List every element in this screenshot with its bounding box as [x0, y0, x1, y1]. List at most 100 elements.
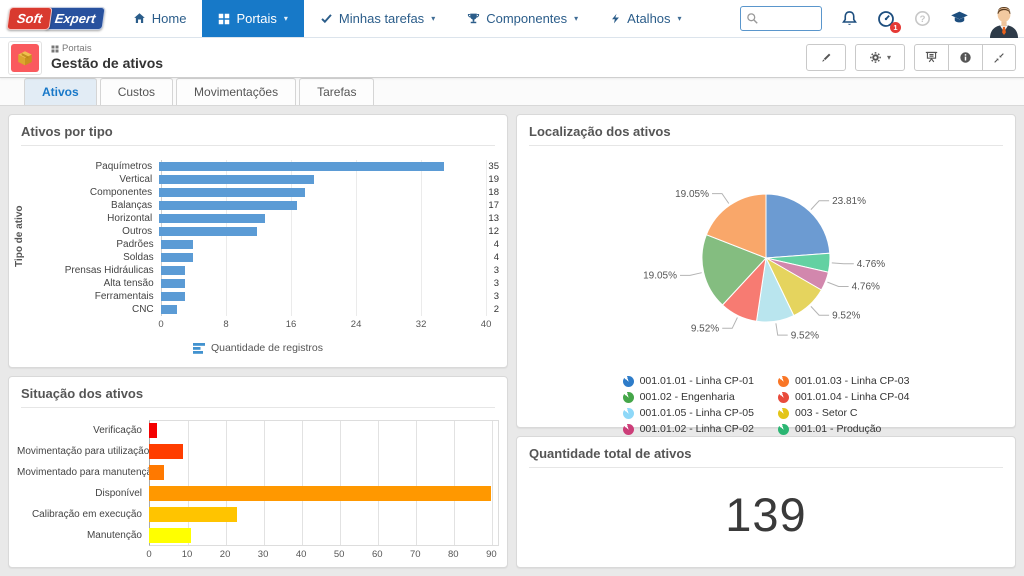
- help-button[interactable]: ?: [914, 10, 931, 27]
- nav-item-home[interactable]: Home: [117, 0, 203, 37]
- user-avatar[interactable]: [988, 2, 1020, 38]
- bar-balancas[interactable]: [159, 201, 297, 210]
- check-icon: [320, 12, 333, 25]
- bar-padroes[interactable]: [161, 240, 194, 249]
- bar-manutencao[interactable]: [149, 528, 191, 543]
- global-search[interactable]: [740, 6, 822, 31]
- notifications-button[interactable]: [841, 10, 858, 27]
- panel-title: Localização dos ativos: [517, 115, 1015, 145]
- legend-item-001-01-01-linha-cp-01[interactable]: 001.01.01 - Linha CP-01: [623, 375, 754, 387]
- pie-slice-001-01-01-linha-cp-01[interactable]: [766, 194, 830, 258]
- portal-icon-tile[interactable]: [8, 41, 42, 75]
- bar-value-label: 18: [488, 187, 499, 198]
- bar-prensas-hidraulicas[interactable]: [161, 266, 185, 275]
- pie-percent-label: 23.81%: [832, 196, 866, 207]
- nav-item-atalhos[interactable]: Atalhos▾: [594, 0, 697, 37]
- legend-item-001-01-producao[interactable]: 001.01 - Produção: [778, 423, 909, 435]
- pie-chart-icon: [778, 376, 789, 387]
- tab-custos[interactable]: Custos: [100, 78, 173, 105]
- legend-item-001-01-04-linha-cp-04[interactable]: 001.01.04 - Linha CP-04: [778, 391, 909, 403]
- legend-label: 001.02 - Engenharia: [640, 391, 735, 403]
- edit-portal-button[interactable]: [806, 44, 846, 71]
- bar-row: Verificação: [17, 420, 499, 441]
- bar-ferramentais[interactable]: [161, 292, 185, 301]
- nav-item-minhas-tarefas[interactable]: Minhas tarefas▾: [304, 0, 451, 37]
- tab-movimentacoes[interactable]: Movimentações: [176, 78, 296, 105]
- app-window: Soft Expert HomePortais▾Minhas tarefas▾C…: [0, 0, 1024, 576]
- bar-category-label: Padrões: [29, 239, 161, 250]
- main-nav: HomePortais▾Minhas tarefas▾Componentes▾A…: [117, 0, 698, 37]
- legend-item-001-01-05-linha-cp-05[interactable]: 001.01.05 - Linha CP-05: [623, 407, 754, 419]
- presentation-button[interactable]: [914, 44, 949, 71]
- bar-row: Manutenção: [17, 525, 499, 546]
- legend-item-001-01-03-linha-cp-03[interactable]: 001.01.03 - Linha CP-03: [778, 375, 909, 387]
- panel-assets-by-type: Ativos por tipo Tipo de ativo Paquímetro…: [8, 114, 508, 368]
- legend-label: 001.01.05 - Linha CP-05: [640, 407, 754, 419]
- package-icon: [16, 49, 34, 67]
- bar-track: [149, 483, 499, 504]
- bar-track: [159, 199, 484, 212]
- bar-calibracao-em-execucao[interactable]: [149, 507, 237, 522]
- logo-soft-text: Soft: [6, 7, 53, 30]
- bar-category-label: Outros: [29, 226, 159, 237]
- pie-percent-label: 19.05%: [643, 271, 677, 282]
- bar-category-label: Horizontal: [29, 213, 159, 224]
- x-axis: 0816243240: [161, 316, 491, 333]
- assets-by-type-chart: Tipo de ativo Paquímetros35Vertical19Com…: [9, 146, 507, 333]
- bar-value-label: 4: [494, 239, 499, 250]
- bar-category-label: Manutenção: [17, 530, 149, 541]
- bar-row: Movimentado para manutenção: [17, 462, 499, 483]
- bar-movimentado-para-manutencao[interactable]: [149, 465, 164, 480]
- bar-row: Disponível: [17, 483, 499, 504]
- nav-item-componentes[interactable]: Componentes▾: [451, 0, 594, 37]
- bar-outros[interactable]: [159, 227, 257, 236]
- trophy-icon: [467, 12, 480, 25]
- bar-row: Paquímetros35: [29, 160, 499, 173]
- y-axis-title: Tipo de ativo: [14, 158, 25, 314]
- softexpert-logo[interactable]: Soft Expert: [8, 0, 105, 37]
- tab-tarefas[interactable]: Tarefas: [299, 78, 374, 105]
- caret-down-icon: ▾: [887, 53, 891, 62]
- bar-vertical[interactable]: [159, 175, 313, 184]
- info-button[interactable]: [949, 44, 983, 71]
- legend-item-003-setor-c[interactable]: 003 - Setor C: [778, 407, 909, 419]
- bar-paquimetros[interactable]: [159, 162, 444, 171]
- bar-row: Soldas4: [29, 251, 499, 264]
- grid-small-icon: [51, 45, 59, 53]
- collapse-icon: [993, 52, 1005, 64]
- tab-ativos[interactable]: Ativos: [24, 78, 97, 105]
- legend-label: 001.01.03 - Linha CP-03: [795, 375, 909, 387]
- svg-text:?: ?: [920, 14, 926, 25]
- bar-category-label: Movimentado para manutenção: [17, 467, 149, 478]
- chart-legend[interactable]: Quantidade de registros: [9, 342, 507, 354]
- bar-verificacao[interactable]: [149, 423, 157, 438]
- bar-horizontal[interactable]: [159, 214, 265, 223]
- bar-movimentacao-para-utilizacao[interactable]: [149, 444, 183, 459]
- legend-item-001-02-engenharia[interactable]: 001.02 - Engenharia: [623, 391, 754, 403]
- settings-button[interactable]: ▾: [855, 44, 905, 71]
- nav-item-portais[interactable]: Portais▾: [202, 0, 303, 37]
- bar-row: Vertical19: [29, 173, 499, 186]
- bar-track: [161, 238, 490, 251]
- bar-soldas[interactable]: [161, 253, 194, 262]
- search-input[interactable]: [759, 12, 815, 26]
- legend-item-001-01-02-linha-cp-02[interactable]: 001.01.02 - Linha CP-02: [623, 423, 754, 435]
- bar-disponivel[interactable]: [149, 486, 491, 501]
- pie-percent-label: 9.52%: [691, 324, 719, 335]
- bar-category-label: Vertical: [29, 174, 159, 185]
- academy-button[interactable]: [950, 9, 969, 28]
- pie-label-line: [776, 323, 788, 335]
- pending-tasks-button[interactable]: 1: [877, 10, 895, 28]
- bar-track: [159, 225, 484, 238]
- bar-category-label: Movimentação para utilização: [17, 446, 149, 457]
- pie-legend: 001.01.01 - Linha CP-01 001.01.03 - Linha…: [517, 375, 1015, 435]
- collapse-button[interactable]: [983, 44, 1016, 71]
- bar-alta-tensao[interactable]: [161, 279, 185, 288]
- bar-cnc[interactable]: [161, 305, 177, 314]
- bar-componentes[interactable]: [159, 188, 305, 197]
- breadcrumb[interactable]: Portais: [51, 44, 163, 55]
- legend-label: 003 - Setor C: [795, 407, 857, 419]
- legend-label: 001.01.04 - Linha CP-04: [795, 391, 909, 403]
- bar-value-label: 17: [488, 200, 499, 211]
- pie-percent-label: 4.76%: [857, 259, 885, 270]
